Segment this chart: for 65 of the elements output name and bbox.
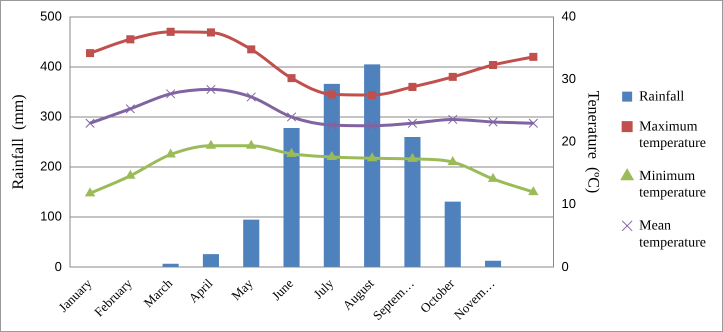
bar [364, 64, 380, 267]
y2-axis-title: Tenerature (ºC) [584, 90, 602, 194]
y2-tick-label: 30 [561, 70, 576, 86]
point [408, 153, 418, 162]
bar [283, 128, 300, 267]
point [246, 92, 256, 102]
x-tick-label: July [310, 275, 337, 302]
y-tick-label: 0 [54, 258, 62, 274]
legend-label: Mean temperature [639, 218, 706, 250]
point [247, 45, 256, 54]
bar [162, 264, 179, 267]
point [166, 89, 176, 99]
point [328, 90, 336, 98]
point [126, 35, 134, 44]
y2-tick-label: 10 [561, 196, 576, 212]
y2-tick-label: 0 [561, 258, 569, 274]
point [86, 49, 94, 58]
point [448, 156, 458, 166]
point [126, 104, 136, 114]
bar [444, 202, 461, 267]
bar [324, 84, 340, 267]
point [488, 117, 498, 127]
x-tick-label: June [268, 276, 296, 304]
point [126, 170, 136, 179]
y2-tick-label: 40 [561, 8, 576, 24]
point [368, 91, 376, 100]
bar [202, 254, 219, 267]
y-tick-label: 100 [40, 208, 62, 224]
point [166, 28, 175, 36]
y-axis-title: Rainfall (mm) [10, 94, 27, 190]
point [408, 82, 416, 91]
point [489, 60, 498, 70]
point [408, 118, 418, 128]
point [367, 120, 377, 130]
point [528, 118, 538, 128]
point [448, 72, 457, 81]
point [85, 118, 95, 128]
point [206, 140, 216, 149]
point [327, 152, 337, 160]
point [246, 140, 256, 149]
point [166, 149, 176, 158]
point [529, 52, 538, 61]
y-tick-label: 400 [40, 58, 62, 74]
point [206, 84, 216, 94]
point [288, 74, 296, 82]
legend-label: Minimum temperature [639, 168, 706, 201]
bar [484, 260, 502, 267]
point [286, 148, 296, 157]
point [448, 114, 458, 124]
y-tick-label: 500 [40, 8, 62, 24]
bar [404, 136, 420, 267]
point [327, 120, 337, 130]
bar [243, 220, 260, 267]
legend-label: Rainfall [639, 89, 684, 104]
y-tick-label: 200 [40, 158, 62, 174]
point [528, 186, 538, 196]
point [488, 173, 498, 182]
y2-tick-label: 20 [561, 134, 576, 149]
x-tick-label: May [228, 275, 256, 304]
legend-label: Maximum temperature [639, 119, 706, 152]
point [85, 188, 95, 196]
point [367, 152, 377, 162]
point [206, 28, 215, 36]
y-tick-label: 300 [40, 108, 62, 124]
point [286, 112, 296, 122]
